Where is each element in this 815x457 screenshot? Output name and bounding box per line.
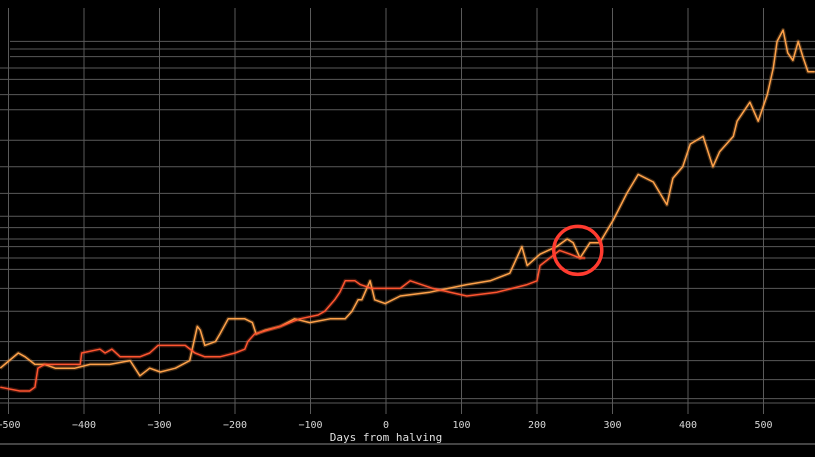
x-tick-label: 500 [754, 420, 772, 431]
series-line-1 [0, 249, 586, 392]
x-axis-label: Days from halving [330, 431, 443, 444]
x-tick-label: −100 [298, 420, 322, 431]
series-lines [0, 28, 815, 393]
x-tick-label: 100 [452, 420, 470, 431]
x-axis-ticks: −500 −400 −300 −200 −100 0 100 200 300 400 500 [0, 420, 773, 431]
x-tick-label: −500 [0, 420, 21, 431]
x-tick-label: 300 [603, 420, 621, 431]
gridlines [0, 8, 815, 414]
series-line-0 [0, 29, 815, 377]
x-tick-label: 200 [528, 420, 546, 431]
x-tick-label: −400 [72, 420, 96, 431]
x-tick-label: 0 [383, 420, 389, 431]
x-tick-label: −200 [223, 420, 247, 431]
annotations [552, 224, 604, 277]
highlight-circle [552, 224, 604, 277]
x-tick-label: 400 [679, 420, 697, 431]
x-tick-label: −300 [147, 420, 171, 431]
